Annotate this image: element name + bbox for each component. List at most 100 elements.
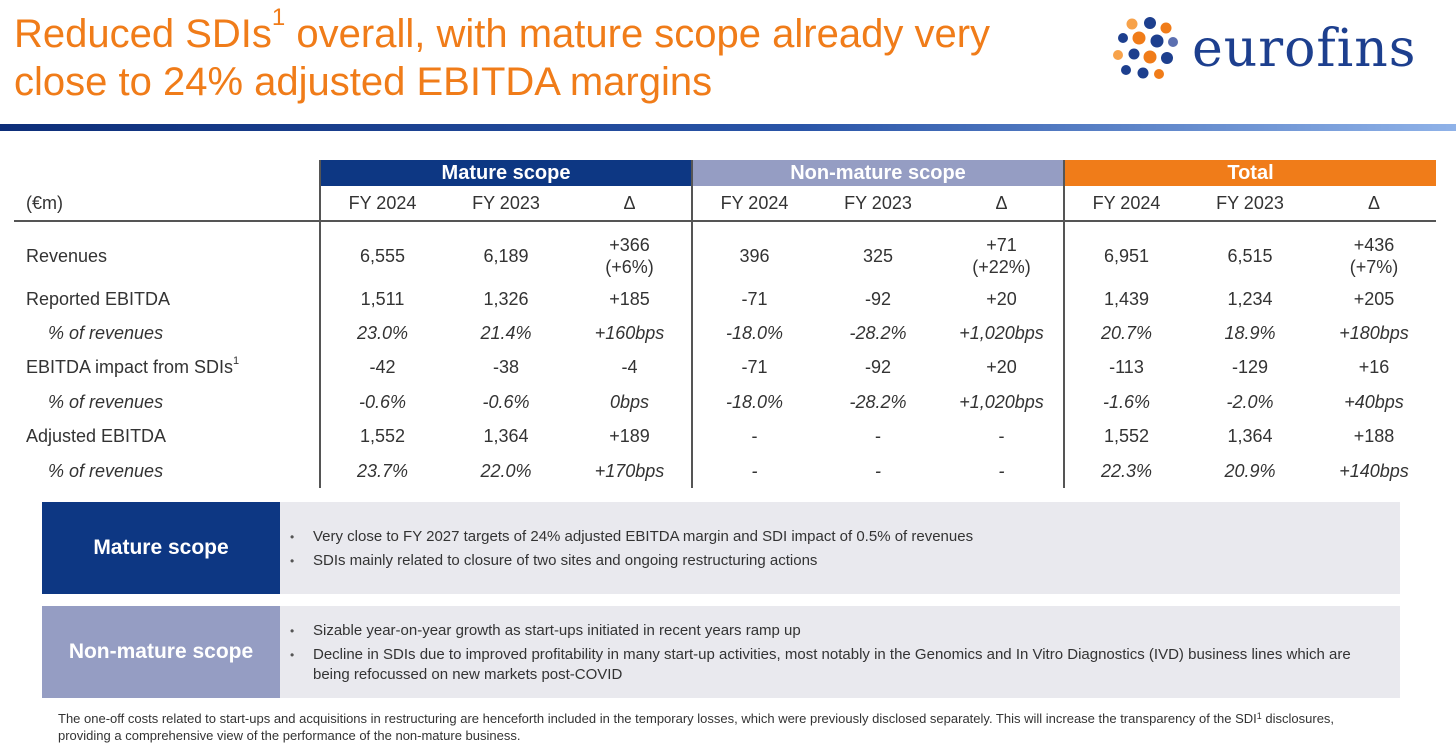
- footnote: The one-off costs related to start-ups a…: [58, 710, 1388, 744]
- table-cell: 1,234: [1227, 288, 1273, 309]
- group-header-nonmature: Non-mature scope: [691, 160, 1064, 186]
- nonmature-scope-tag: Non-mature scope: [42, 606, 280, 698]
- mature-scope-box: Mature scope Very close to FY 2027 targe…: [42, 502, 1400, 594]
- table-cell: 6,515: [1227, 246, 1273, 266]
- column-header: FY 2023: [816, 186, 940, 222]
- table-row: % of revenues 23.0% 21.4% +160bps -18.0%…: [14, 316, 1436, 351]
- column-header: FY 2023: [444, 186, 568, 222]
- table-cell: -38: [492, 357, 519, 378]
- financial-table: Mature scope Non-mature scope Total (€m)…: [14, 160, 1436, 489]
- table-cell: -: [998, 460, 1005, 481]
- table-cell: +185: [609, 288, 650, 309]
- title-text: Reduced SDIs: [14, 12, 272, 56]
- row-label: % of revenues: [48, 323, 164, 344]
- table-cell: +140bps: [1339, 460, 1409, 481]
- table-cell: -28.2%: [849, 391, 907, 412]
- footnote-text: The one-off costs related to start-ups a…: [58, 711, 1257, 726]
- row-label: EBITDA impact from SDIs1: [26, 355, 240, 378]
- mature-scope-tag: Mature scope: [42, 502, 280, 594]
- table-cell: +189: [609, 426, 650, 447]
- row-label: % of revenues: [48, 391, 164, 412]
- table-cell: -92: [864, 288, 891, 309]
- slide-title: Reduced SDIs1 overall, with mature scope…: [14, 6, 1074, 106]
- table-cell: +20: [986, 288, 1017, 309]
- table-cell: -42: [319, 350, 444, 386]
- table-cell: +188: [1353, 426, 1395, 447]
- table-cell: -2.0%: [1226, 391, 1274, 412]
- nonmature-scope-bullets: Sizable year-on-year growth as start-ups…: [290, 621, 1388, 689]
- unit-label: (€m): [14, 186, 320, 222]
- table-cell: -: [875, 460, 881, 481]
- table-cell: 1,439: [1063, 282, 1188, 317]
- table-cell: +366 (+6%): [605, 235, 654, 277]
- table-cell: 6,555: [319, 230, 444, 282]
- row-label: Reported EBITDA: [26, 288, 171, 309]
- table-row: Revenues 6,555 6,189 +366 (+6%) 396 325 +…: [14, 230, 1436, 282]
- table-cell: -0.6%: [482, 391, 530, 412]
- table-cell: 18.9%: [1224, 323, 1276, 344]
- row-label: % of revenues: [48, 460, 164, 481]
- table-row: % of revenues 23.7% 22.0% +170bps - - - …: [14, 453, 1436, 489]
- table-cell: 20.7%: [1063, 316, 1188, 351]
- title-footnote-marker: 1: [271, 4, 286, 31]
- table-cell: +40bps: [1344, 391, 1404, 412]
- mature-scope-bullets: Very close to FY 2027 targets of 24% adj…: [290, 527, 1388, 575]
- bullet-item: SDIs mainly related to closure of two si…: [290, 551, 1388, 571]
- table-row: EBITDA impact from SDIs1 -42 -38 -4 -71 …: [14, 350, 1436, 386]
- group-header-mature: Mature scope: [319, 160, 692, 186]
- table-cell: 23.0%: [319, 316, 444, 351]
- table-cell: 0bps: [609, 391, 650, 412]
- table-cell: +170bps: [594, 460, 665, 481]
- table-cell: 23.7%: [319, 453, 444, 489]
- column-header: Δ: [1312, 186, 1436, 222]
- table-cell: 1,552: [319, 419, 444, 454]
- table-cell: -113: [1063, 350, 1188, 386]
- column-header: Δ: [940, 186, 1064, 222]
- table-cell: 6,189: [483, 246, 529, 266]
- table-cell: 1,552: [1063, 419, 1188, 454]
- table-cell: +160bps: [594, 323, 665, 344]
- table-cell: -129: [1231, 357, 1269, 378]
- footnote-text-rest: disclosures, providing a comprehensive v…: [58, 711, 1335, 743]
- column-header: FY 2024: [691, 186, 816, 222]
- footnote-marker: 1: [233, 355, 240, 368]
- eurofins-logo: eurofins: [1112, 16, 1442, 84]
- logo-wordmark: eurofins: [1192, 19, 1417, 79]
- table-cell: -4: [621, 357, 638, 378]
- table-row: % of revenues -0.6% -0.6% 0bps -18.0% -2…: [14, 385, 1436, 420]
- table-cell: +16: [1358, 357, 1390, 378]
- table-row: Reported EBITDA 1,511 1,326 +185 -71 -92…: [14, 282, 1436, 317]
- nonmature-scope-box: Non-mature scope Sizable year-on-year gr…: [42, 606, 1400, 698]
- column-header: Δ: [568, 186, 692, 222]
- table-cell: 6,951: [1063, 230, 1188, 282]
- bullet-item: Very close to FY 2027 targets of 24% adj…: [290, 527, 1388, 547]
- table-cell: -18.0%: [691, 316, 816, 351]
- row-label: Adjusted EBITDA: [26, 426, 167, 447]
- column-header: FY 2023: [1188, 186, 1312, 222]
- table-cell: -92: [864, 357, 891, 378]
- table-cell: +71 (+22%): [972, 235, 1031, 277]
- group-header-total: Total: [1063, 160, 1436, 186]
- table-cell: +436 (+7%): [1349, 235, 1399, 277]
- table-cell: -: [998, 426, 1005, 447]
- table-cell: -71: [691, 350, 816, 386]
- table-cell: 22.3%: [1063, 453, 1188, 489]
- table-cell: +205: [1353, 288, 1395, 309]
- table-cell: +180bps: [1339, 323, 1409, 344]
- table-cell: 1,511: [319, 282, 444, 317]
- table-cell: -71: [691, 282, 816, 317]
- column-header: FY 2024: [1063, 186, 1188, 222]
- title-divider: [0, 124, 1456, 131]
- bullet-item: Decline in SDIs due to improved profitab…: [290, 645, 1388, 685]
- table-cell: 20.9%: [1224, 460, 1276, 481]
- title-text-rest: overall, with mature scope already very …: [14, 12, 991, 104]
- table-cell: -: [875, 426, 881, 447]
- table-cell: 21.4%: [480, 323, 532, 344]
- table-cell: -18.0%: [691, 385, 816, 420]
- column-header: FY 2024: [319, 186, 444, 222]
- footnote-marker: 1: [1256, 711, 1262, 721]
- table-cell: -: [691, 453, 816, 489]
- eurofins-dots-icon: [1113, 17, 1178, 79]
- table-cell: 325: [862, 246, 894, 266]
- table-cell: 22.0%: [480, 460, 532, 481]
